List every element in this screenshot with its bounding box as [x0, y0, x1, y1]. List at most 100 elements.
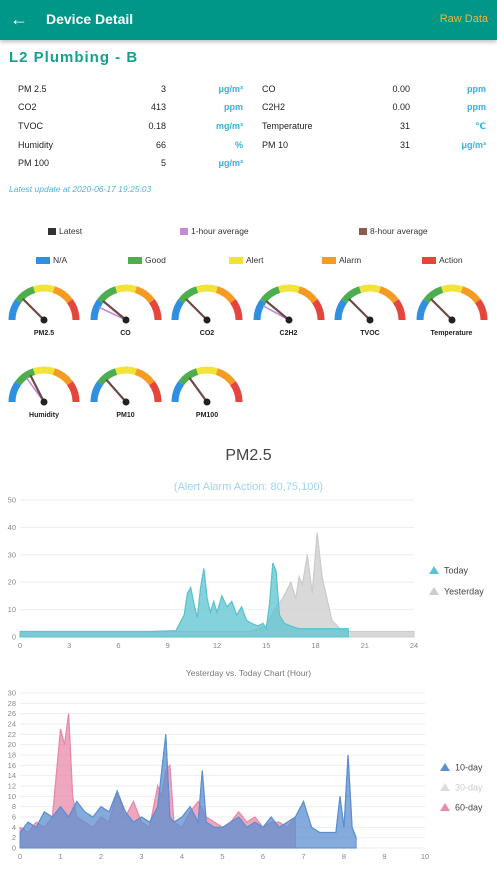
x-tick-label: 5: [220, 852, 224, 861]
y-tick-label: 0: [12, 844, 16, 853]
legend-label: Good: [145, 255, 166, 265]
y-tick-label: 12: [8, 782, 16, 791]
metric-row: CO2 413 ppm: [18, 102, 243, 120]
gauge-band: [311, 299, 324, 321]
x-tick-label: 9: [166, 641, 170, 650]
y-tick-label: 14: [8, 771, 16, 780]
gauge-label: PM10: [116, 412, 135, 419]
gauge-band: [134, 286, 155, 304]
gauge-band: [90, 299, 103, 321]
gauge-band: [96, 368, 117, 386]
gauge[interactable]: [412, 280, 492, 324]
metric-row: PM 2.5 3 μg/m³: [18, 84, 243, 102]
needle-legend-item[interactable]: 8-hour average: [359, 226, 428, 236]
series-line: [19, 713, 296, 834]
gauge-label: PM100: [195, 412, 219, 419]
arrow-left-icon[interactable]: ←: [10, 9, 28, 29]
legend-swatch: [128, 257, 142, 264]
legend-swatch: [48, 228, 56, 235]
gauge[interactable]: [86, 362, 166, 406]
legend-label: Yesterday: [444, 587, 484, 597]
gauge[interactable]: [86, 280, 166, 324]
metric-unit: ℃: [475, 121, 486, 131]
y-tick-label: 16: [8, 761, 16, 770]
y-tick-label: 8: [12, 802, 16, 811]
metric-value: 5: [160, 158, 166, 168]
latest-update-text: Latest update at 2020-06-17 19:25:03: [9, 184, 152, 194]
gauge-needle: [348, 298, 372, 322]
gauge[interactable]: [167, 362, 247, 406]
gauge[interactable]: [249, 280, 329, 324]
gauge-label: Temperature: [430, 330, 473, 337]
gauge-needle: [265, 300, 290, 322]
gauge-band: [215, 368, 236, 386]
gauge-band: [8, 299, 22, 321]
gauge-needle: [105, 379, 127, 404]
gauge-band: [52, 368, 73, 386]
metric-value: 0.00: [392, 102, 410, 112]
gauge[interactable]: [167, 280, 247, 324]
metric-label: TVOC: [18, 121, 44, 131]
legend-label: 1-hour average: [191, 226, 249, 236]
metric-label: CO2: [18, 102, 37, 112]
gauge-band: [15, 286, 36, 304]
app-bar: ← Device Detail Raw Data: [0, 0, 497, 40]
metric-label: Humidity: [18, 140, 54, 150]
gauge-band: [96, 286, 117, 304]
raw-data-button[interactable]: Raw Data: [439, 13, 488, 25]
status-legend-item: N/A: [36, 255, 67, 265]
x-tick-label: 0: [18, 641, 22, 650]
metric-value: 0.00: [392, 84, 410, 94]
gauge-band: [474, 299, 487, 321]
gauge-band: [134, 368, 155, 386]
needle-legend-item[interactable]: Latest: [48, 226, 82, 236]
legend-label: Today: [444, 566, 469, 576]
x-tick-label: 6: [116, 641, 120, 650]
y-tick-label: 2: [12, 833, 16, 842]
page-title: Device Detail: [46, 11, 134, 27]
gauge-band: [171, 299, 185, 321]
gauge-band: [334, 299, 348, 321]
metric-label: PM 2.5: [18, 84, 47, 94]
gauge-label: CO2: [199, 330, 215, 337]
metric-label: Temperature: [262, 121, 313, 131]
y-tick-label: 30: [8, 550, 16, 559]
gauge-band: [15, 368, 36, 386]
x-tick-label: 7: [301, 852, 305, 861]
legend-label: Alert: [246, 255, 264, 265]
gauge-hub: [40, 398, 48, 406]
gauge-band: [196, 366, 218, 375]
metric-unit: μg/m³: [461, 140, 486, 150]
legend-swatch: [180, 228, 188, 235]
gauge[interactable]: [4, 362, 84, 406]
legend-marker: [429, 587, 439, 595]
gauge-band: [253, 299, 266, 321]
metric-row: PM 100 5 μg/m³: [18, 158, 243, 176]
gauge-band: [416, 299, 429, 321]
gauge-band: [440, 284, 463, 293]
y-tick-label: 6: [12, 813, 16, 822]
metric-row: Humidity 66%: [18, 140, 243, 158]
metric-label: C2H2: [262, 102, 286, 112]
metric-unit: %: [234, 140, 243, 150]
needle-legend-item[interactable]: 1-hour average: [180, 226, 249, 236]
legend-label: N/A: [53, 255, 68, 265]
gauge-band: [422, 286, 443, 304]
legend-marker: [440, 783, 450, 791]
gauge-band: [8, 381, 22, 403]
metric-label: PM 10: [262, 140, 289, 150]
chart-subtitle: (Alert Alarm Action: 80,75,100): [173, 481, 324, 493]
metric-value: 66: [155, 140, 166, 150]
metric-unit: ppm: [467, 84, 486, 94]
y-tick-label: 30: [8, 689, 16, 698]
metric-row: CO 0.00 ppm: [262, 84, 486, 102]
metric-value: 3: [160, 84, 166, 94]
x-tick-label: 21: [361, 641, 369, 650]
gauge-band: [90, 381, 103, 403]
gauge[interactable]: [4, 280, 84, 324]
metric-row: C2H2 0.00 ppm: [262, 102, 486, 120]
gauge[interactable]: [330, 280, 410, 324]
gauge-band: [52, 286, 73, 304]
legend-label: 8-hour average: [370, 226, 428, 236]
gauge-band: [378, 286, 399, 304]
